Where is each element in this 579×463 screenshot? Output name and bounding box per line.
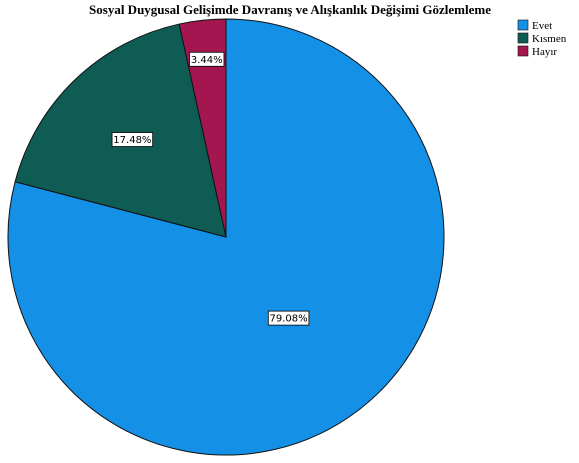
pie-data-labels: 79.08% 17.48% 3.44%	[111, 51, 310, 326]
legend-label: Kısmen	[532, 33, 567, 45]
legend-label: Hayır	[532, 46, 557, 58]
data-label-box	[189, 51, 225, 67]
data-label-text: 79.08%	[270, 314, 308, 325]
legend-swatch	[517, 32, 529, 44]
data-label-box	[111, 132, 154, 147]
legend-swatch	[517, 45, 529, 57]
legend-swatch	[517, 19, 529, 31]
legend-item-evet: Evet	[517, 19, 552, 32]
chart-title: Sosyal Duygusal Gelişimde Davranış ve Al…	[89, 2, 491, 17]
pie-slice-kismen	[14, 23, 227, 238]
data-label-kismen: 17.48%	[111, 132, 154, 147]
data-label-evet: 79.08%	[267, 310, 310, 326]
data-label-box	[267, 310, 310, 326]
legend-label: Evet	[532, 20, 552, 32]
legend-item-kismen: Kısmen	[517, 32, 567, 45]
data-label-text: 3.44%	[191, 55, 223, 66]
data-label-text: 17.48%	[113, 135, 151, 146]
pie-slice-hayir	[178, 18, 227, 238]
data-label-hayir: 3.44%	[189, 51, 225, 67]
pie-slices	[7, 18, 445, 456]
legend-item-hayir: Hayır	[517, 45, 557, 58]
